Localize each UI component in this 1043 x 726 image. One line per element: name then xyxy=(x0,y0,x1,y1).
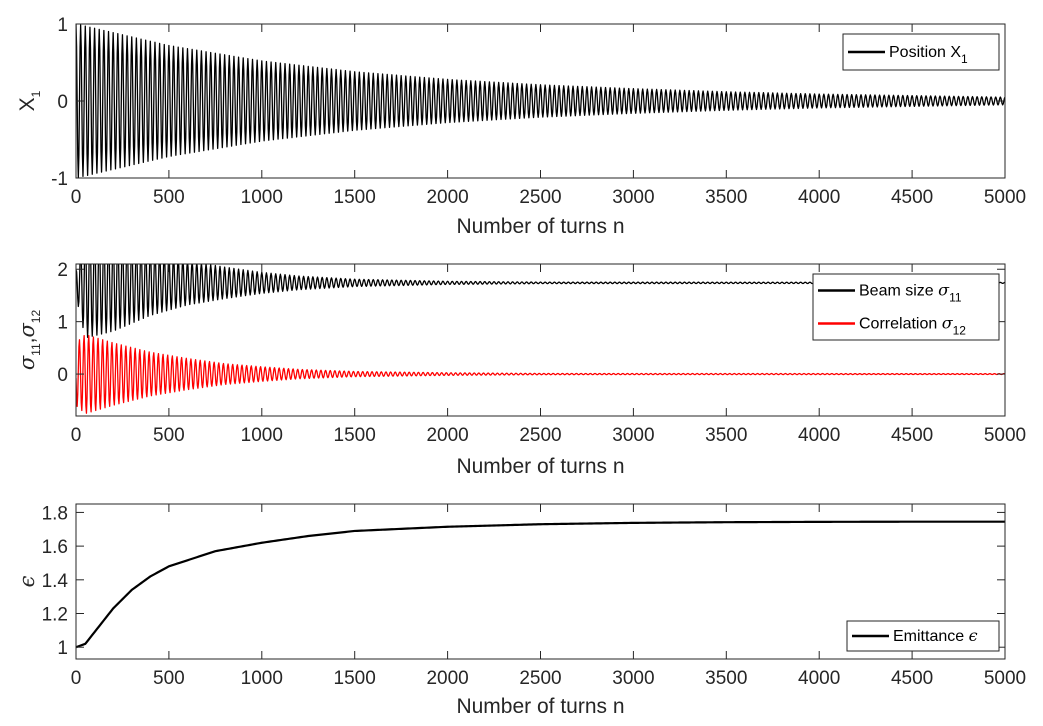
series-group xyxy=(76,24,1005,178)
x-tick-label: 3500 xyxy=(705,187,747,208)
x-tick-label: 2500 xyxy=(519,425,561,446)
legend-box xyxy=(812,273,1000,341)
legend-label: Correlation σ12 xyxy=(859,314,966,338)
y-axis-label-group: X1 xyxy=(16,90,43,111)
legend-label-part: Correlation xyxy=(859,316,942,333)
legend: Emittance ϵ xyxy=(846,620,1000,652)
x-tick-label: 3500 xyxy=(705,425,747,446)
x-axis-label: Number of turns n xyxy=(456,695,624,718)
x-tick-label: 3000 xyxy=(612,668,654,689)
x-tick-label: 4000 xyxy=(798,425,840,446)
legend-label-part: Beam size xyxy=(859,283,938,300)
x-axis-label: Number of turns n xyxy=(456,455,624,478)
y-tick-label: 1.4 xyxy=(42,571,69,592)
x-tick-label: 2000 xyxy=(426,187,468,208)
x-tick-label: 5000 xyxy=(984,425,1026,446)
x-tick-label: 2000 xyxy=(426,668,468,689)
x-tick-label: 1000 xyxy=(241,425,283,446)
legend-label-part: σ xyxy=(938,281,950,300)
x-tick-label: 4000 xyxy=(798,668,840,689)
y-axis-label-part: 1 xyxy=(29,90,43,97)
x-tick-label: 0 xyxy=(71,187,82,208)
y-axis-label-part: , xyxy=(16,338,39,344)
x-tick-label: 5000 xyxy=(984,668,1026,689)
x-tick-label: 1500 xyxy=(334,425,376,446)
series-group xyxy=(76,520,1005,649)
y-tick-label: 1 xyxy=(57,15,68,36)
subplot-2: 0 500 1000 1500 2000 2500 3000 3500 4000 4500 5000… xyxy=(15,260,1026,478)
x-tick-label: 1500 xyxy=(334,668,376,689)
y-axis-label-part: 12 xyxy=(29,310,43,324)
y-tick-label: 1.2 xyxy=(42,605,68,626)
legend-label-part: Emittance xyxy=(893,628,969,645)
x-tick-label: 1500 xyxy=(334,187,376,208)
y-axis-label-part: σ xyxy=(15,355,39,370)
subplot-3: 0 500 1000 1500 2000 2500 3000 3500 4000 4500 5000… xyxy=(15,503,1026,718)
y-tick-label: 2 xyxy=(57,260,68,281)
y-tick-label: 1.6 xyxy=(42,537,68,558)
legend-label-part: Position X xyxy=(889,44,961,61)
x-tick-label: 3500 xyxy=(705,668,747,689)
x-axis-label: Number of turns n xyxy=(456,215,624,238)
y-tick-label: 1 xyxy=(57,313,68,334)
x-tick-label: 4000 xyxy=(798,187,840,208)
x-tick-label: 5000 xyxy=(984,187,1026,208)
x-tick-label: 4500 xyxy=(891,668,933,689)
x-tick-label: 2000 xyxy=(426,425,468,446)
y-axis-label-part: ϵ xyxy=(15,575,39,587)
y-tick-label: 1 xyxy=(57,638,68,659)
x-tick-label: 1000 xyxy=(241,668,283,689)
legend-label: Position X1 xyxy=(889,44,968,66)
series-line-2 xyxy=(76,334,1005,414)
x-tick-label: 3000 xyxy=(612,425,654,446)
legend-label: Emittance ϵ xyxy=(893,626,978,645)
y-tick-label: 0 xyxy=(57,92,68,113)
y-tick-label: 1.8 xyxy=(42,503,68,524)
x-tick-label: 0 xyxy=(71,425,82,446)
x-tick-label: 500 xyxy=(153,187,185,208)
y-axis-label: σ11,σ12 xyxy=(15,310,43,371)
y-axis-label-group: ϵ xyxy=(15,575,39,587)
y-axis-label-group: σ11,σ12 xyxy=(15,310,43,371)
legend: Position X1 xyxy=(842,33,1000,71)
subplot-1: 0 500 1000 1500 2000 2500 3000 3500 4000 4500 5000… xyxy=(16,15,1026,238)
x-tick-label: 500 xyxy=(153,425,185,446)
y-axis-label: X1 xyxy=(16,90,43,111)
legend-label-part: σ xyxy=(942,314,954,333)
y-tick-label: -1 xyxy=(51,169,68,190)
x-tick-label: 500 xyxy=(153,668,185,689)
legend-label: Beam size σ11 xyxy=(859,281,962,305)
x-tick-label: 1000 xyxy=(241,187,283,208)
x-tick-label: 2500 xyxy=(519,187,561,208)
y-axis-label-part: σ xyxy=(15,323,39,338)
legend-label-part: 1 xyxy=(961,52,968,66)
legend-label-part: 12 xyxy=(953,324,967,338)
legend-label-part: ϵ xyxy=(969,626,978,645)
x-tick-label: 2500 xyxy=(519,668,561,689)
y-axis-label-part: X xyxy=(16,97,39,111)
y-axis-label-part: 11 xyxy=(29,343,43,356)
legend-label-part: 11 xyxy=(949,291,962,305)
y-axis-label: ϵ xyxy=(15,575,39,587)
x-tick-label: 4500 xyxy=(891,425,933,446)
y-tick-label: 0 xyxy=(57,365,68,386)
x-tick-label: 3000 xyxy=(612,187,654,208)
x-tick-label: 0 xyxy=(71,668,82,689)
series-line-1 xyxy=(76,520,1005,649)
series-line-1 xyxy=(76,24,1005,178)
x-tick-label: 4500 xyxy=(891,187,933,208)
